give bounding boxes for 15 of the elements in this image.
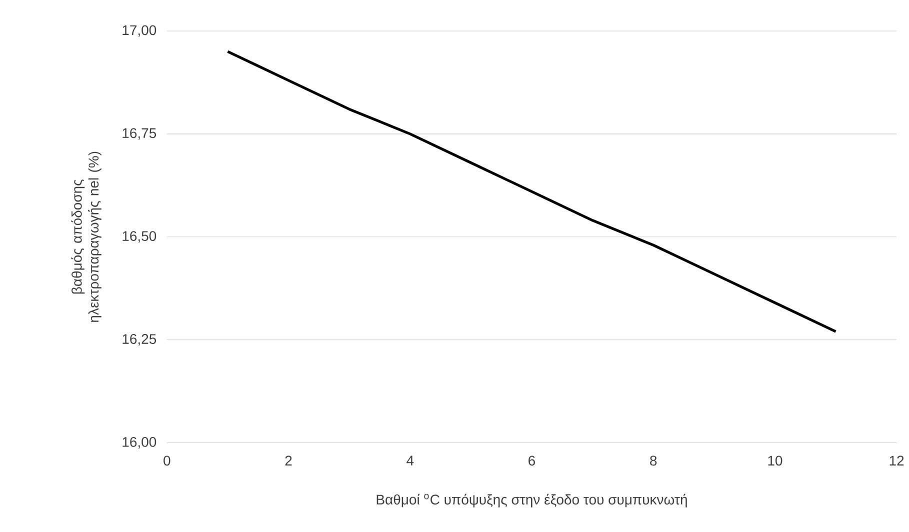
x-tick-label: 2 <box>285 456 292 466</box>
x-tick-label: 12 <box>890 456 904 466</box>
x-tick-label: 0 <box>164 456 170 466</box>
y-tick-label: 16,75 <box>122 128 156 140</box>
line-series <box>226 50 838 334</box>
y-tick-label: 17,00 <box>122 25 156 37</box>
x-tick-label: 8 <box>650 456 657 466</box>
y-tick-label: 16,00 <box>122 437 156 449</box>
x-tick-label: 10 <box>768 456 782 466</box>
x-axis-title: Βαθμοί $^{o}$C υπόψυξης στην έξοδο του συμπυκνωτή <box>376 494 687 508</box>
x-tick-label: 4 <box>406 456 414 466</box>
y-tick-label: 16,50 <box>122 231 156 243</box>
y-axis-title: βαθμός απόδοσης ηλεκτροπαραγωγής nel (%) <box>71 152 102 322</box>
x-tick-label: 6 <box>528 456 536 466</box>
y-tick-label: 16,25 <box>122 334 156 346</box>
